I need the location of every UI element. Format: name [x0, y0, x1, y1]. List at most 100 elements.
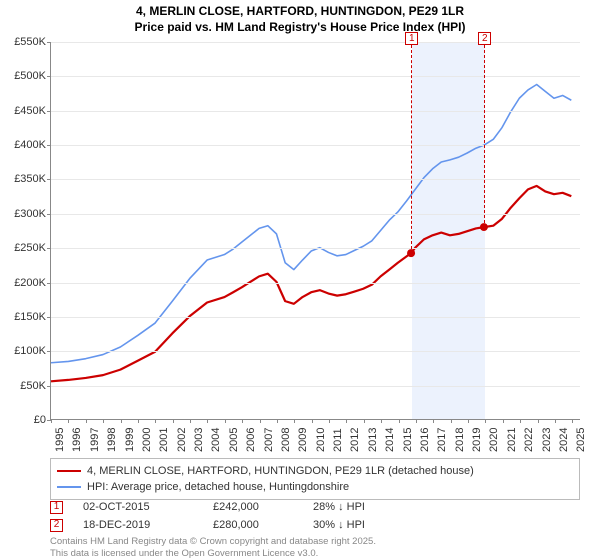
x-axis-tick-label: 1999 [124, 428, 136, 452]
x-axis-tick-label: 2013 [367, 428, 379, 452]
x-tick [260, 419, 261, 423]
sale-flag-line [484, 45, 485, 228]
gridline [51, 179, 580, 180]
x-axis-tick-label: 2021 [506, 428, 518, 452]
y-axis-tick-label: £50K [20, 380, 46, 392]
y-axis-tick-label: £0 [34, 414, 46, 426]
sale-hpi-diff: 28% ↓ HPI [313, 501, 433, 513]
sale-flag-2: 2 [478, 32, 491, 228]
y-axis-labels: £0£50K£100K£150K£200K£250K£300K£350K£400… [2, 42, 48, 420]
sale-date: 18-DEC-2019 [83, 519, 213, 531]
y-tick [47, 111, 51, 112]
legend-swatch [57, 470, 81, 473]
x-axis-tick-label: 2008 [280, 428, 292, 452]
gridline [51, 283, 580, 284]
x-axis-tick-label: 2025 [575, 428, 587, 452]
x-axis-tick-label: 1995 [54, 428, 66, 452]
x-tick [242, 419, 243, 423]
x-tick [485, 419, 486, 423]
legend-swatch [57, 486, 81, 488]
x-tick [572, 419, 573, 423]
gridline [51, 317, 580, 318]
x-tick [225, 419, 226, 423]
x-axis-tick-label: 2016 [419, 428, 431, 452]
sales-table: 1 02-OCT-2015£242,00028% ↓ HPI 218-DEC-201… [50, 498, 580, 534]
y-axis-tick-label: £300K [14, 208, 46, 220]
y-axis-tick-label: £250K [14, 242, 46, 254]
attribution-line-2: This data is licensed under the Open Gov… [50, 548, 376, 560]
x-axis-tick-label: 2011 [332, 428, 344, 452]
x-tick [103, 419, 104, 423]
x-axis-tick-label: 2014 [384, 428, 396, 452]
x-tick [173, 419, 174, 423]
y-tick [47, 317, 51, 318]
x-axis-tick-label: 2010 [315, 428, 327, 452]
x-tick [68, 419, 69, 423]
sale-marker-box: 1 [50, 501, 63, 514]
x-axis-tick-label: 2003 [193, 428, 205, 452]
x-axis-tick-label: 2015 [402, 428, 414, 452]
x-tick [503, 419, 504, 423]
x-tick [51, 419, 52, 423]
x-axis-tick-label: 2007 [263, 428, 275, 452]
legend-label: HPI: Average price, detached house, Hunt… [87, 481, 349, 493]
gridline [51, 351, 580, 352]
sale-row: 218-DEC-2019£280,00030% ↓ HPI [50, 516, 580, 534]
chart-title-block: 4, MERLIN CLOSE, HARTFORD, HUNTINGDON, P… [0, 0, 600, 35]
title-line-1: 4, MERLIN CLOSE, HARTFORD, HUNTINGDON, P… [0, 4, 600, 20]
gridline [51, 145, 580, 146]
x-tick [381, 419, 382, 423]
x-tick [155, 419, 156, 423]
gridline [51, 42, 580, 43]
y-axis-tick-label: £500K [14, 70, 46, 82]
legend-item: 4, MERLIN CLOSE, HARTFORD, HUNTINGDON, P… [57, 463, 573, 479]
x-axis-tick-label: 2006 [245, 428, 257, 452]
x-tick [312, 419, 313, 423]
y-tick [47, 179, 51, 180]
x-axis-tick-label: 2018 [454, 428, 466, 452]
y-axis-tick-label: £550K [14, 36, 46, 48]
x-tick [538, 419, 539, 423]
sale-date: 02-OCT-2015 [83, 501, 213, 513]
sale-row: 1 02-OCT-2015£242,00028% ↓ HPI [50, 498, 580, 516]
x-axis-tick-label: 2017 [436, 428, 448, 452]
x-tick [190, 419, 191, 423]
y-tick [47, 283, 51, 284]
x-axis-tick-label: 2009 [297, 428, 309, 452]
x-axis-tick-label: 2001 [158, 428, 170, 452]
y-axis-tick-label: £200K [14, 277, 46, 289]
x-tick [346, 419, 347, 423]
x-axis-tick-label: 2000 [141, 428, 153, 452]
x-tick [399, 419, 400, 423]
x-tick [468, 419, 469, 423]
legend-item: HPI: Average price, detached house, Hunt… [57, 479, 573, 495]
sale-flag-box: 2 [478, 32, 491, 45]
gridline [51, 111, 580, 112]
gridline [51, 76, 580, 77]
title-line-2: Price paid vs. HM Land Registry's House … [0, 20, 600, 36]
gridline [51, 248, 580, 249]
y-axis-tick-label: £150K [14, 311, 46, 323]
chart-plot-area: 12 [50, 42, 580, 420]
sale-flag-line [411, 45, 412, 254]
attribution-line-1: Contains HM Land Registry data © Crown c… [50, 536, 376, 548]
x-axis-tick-label: 1997 [89, 428, 101, 452]
x-axis-tick-label: 2023 [541, 428, 553, 452]
sale-price: £242,000 [213, 501, 313, 513]
sale-flag-box: 1 [405, 32, 418, 45]
x-axis-labels: 1995199619971998199920002001200220032004… [50, 424, 580, 452]
x-axis-tick-label: 2024 [558, 428, 570, 452]
x-tick [329, 419, 330, 423]
y-tick [47, 76, 51, 77]
chart-svg [51, 42, 580, 419]
attribution-text: Contains HM Land Registry data © Crown c… [50, 536, 376, 560]
x-tick [294, 419, 295, 423]
y-tick [47, 386, 51, 387]
y-tick [47, 145, 51, 146]
x-tick [207, 419, 208, 423]
x-tick [138, 419, 139, 423]
x-axis-tick-label: 2020 [488, 428, 500, 452]
gridline [51, 386, 580, 387]
x-tick [277, 419, 278, 423]
x-tick [416, 419, 417, 423]
